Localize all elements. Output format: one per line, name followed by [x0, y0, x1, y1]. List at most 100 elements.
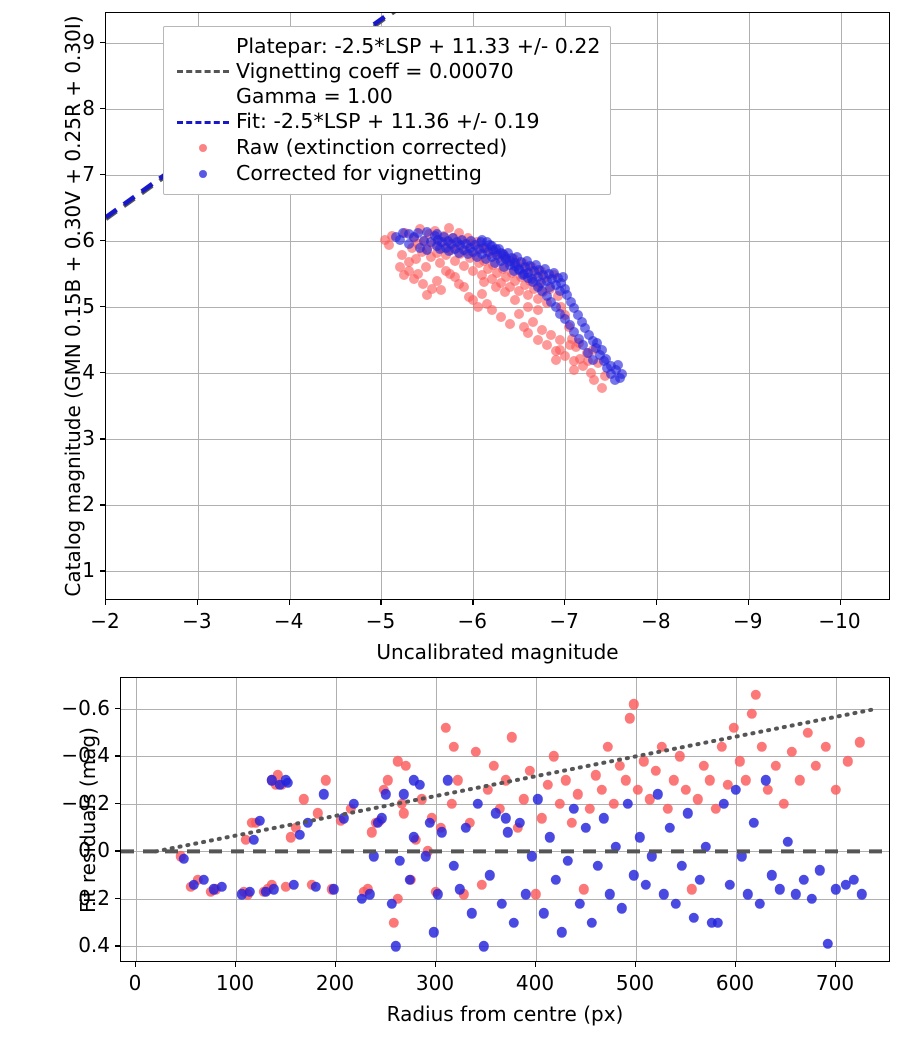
data-point — [482, 298, 493, 309]
y-tick — [100, 239, 105, 242]
data-point — [290, 822, 302, 833]
data-point — [495, 247, 506, 258]
data-point — [436, 827, 448, 838]
data-point — [583, 348, 594, 359]
y-tick-label: 8 — [82, 95, 95, 120]
data-point — [543, 268, 554, 279]
data-point — [468, 265, 479, 276]
data-point — [830, 884, 842, 895]
data-point — [418, 235, 429, 246]
data-point — [484, 869, 496, 881]
data-point — [609, 374, 620, 385]
data-point — [466, 907, 478, 919]
data-point — [413, 268, 424, 279]
data-point — [541, 340, 552, 351]
data-point — [478, 941, 490, 952]
y-tick-label: 0.0 — [78, 838, 110, 863]
data-point — [820, 741, 832, 753]
data-point — [555, 344, 566, 355]
data-point — [294, 829, 306, 840]
data-point — [638, 755, 650, 767]
data-point — [658, 888, 670, 900]
data-point — [674, 751, 686, 762]
data-point — [536, 812, 548, 824]
data-point — [449, 272, 460, 283]
data-point — [523, 328, 534, 339]
data-point — [680, 784, 692, 795]
data-point — [519, 279, 530, 290]
data-point — [634, 831, 646, 843]
grid-line-vertical — [136, 678, 137, 961]
y-tick-label: −0.2 — [61, 790, 110, 815]
data-point — [408, 831, 420, 843]
x-tick — [135, 962, 137, 967]
data-point — [802, 727, 814, 738]
data-point — [569, 356, 580, 367]
x-tick-label: −3 — [182, 609, 212, 633]
y-tick — [115, 755, 120, 757]
data-point — [432, 888, 444, 900]
data-point — [477, 249, 488, 260]
y-tick-label: 1 — [82, 558, 95, 583]
x-tick — [105, 600, 107, 605]
data-point — [542, 779, 554, 791]
data-point — [382, 774, 394, 786]
data-point — [587, 354, 598, 365]
legend-key-fit — [172, 109, 234, 135]
data-point — [415, 242, 425, 253]
data-point — [616, 903, 628, 914]
data-point — [514, 286, 525, 297]
data-point — [417, 278, 428, 289]
legend-entry[interactable]: Fit: -2.5*LSP + 11.36 +/- 0.19 — [172, 109, 600, 135]
data-point — [477, 288, 488, 299]
data-point — [537, 325, 548, 336]
y-tick — [115, 707, 120, 710]
data-point — [523, 302, 534, 312]
legend-entry[interactable]: Platepar: -2.5*LSP + 11.33 +/- 0.22 Vign… — [172, 34, 600, 109]
legend-key-corrected — [172, 161, 234, 187]
data-point — [486, 305, 497, 316]
data-point — [459, 282, 470, 293]
data-point — [521, 255, 532, 266]
legend-entry[interactable]: Raw (extinction corrected) — [172, 135, 600, 161]
data-point — [280, 881, 292, 893]
data-point — [528, 266, 539, 277]
data-point — [449, 255, 460, 266]
data-point — [532, 305, 543, 316]
data-point — [576, 316, 587, 327]
data-point — [380, 789, 392, 800]
data-point — [514, 817, 526, 829]
data-point — [408, 274, 419, 285]
grid-line-vertical — [236, 678, 237, 961]
data-point — [372, 817, 384, 829]
data-point — [573, 333, 584, 344]
x-tick-label: −9 — [732, 609, 763, 633]
data-point — [446, 798, 458, 810]
data-point — [500, 812, 512, 824]
data-point — [492, 267, 503, 278]
data-point — [302, 817, 314, 829]
data-point — [724, 879, 736, 890]
legend-entry[interactable]: Corrected for vignetting — [172, 161, 600, 187]
data-point — [567, 333, 578, 344]
data-point — [538, 907, 550, 919]
data-point — [422, 245, 433, 256]
data-point — [550, 354, 561, 365]
data-point — [556, 302, 567, 312]
data-point — [473, 243, 484, 254]
grid-line-vertical — [656, 13, 658, 599]
data-point — [537, 286, 548, 297]
data-point — [426, 283, 437, 294]
data-point — [422, 290, 433, 301]
data-point — [580, 822, 592, 833]
y-tick — [115, 802, 120, 805]
data-point — [345, 803, 357, 814]
data-point — [398, 789, 410, 800]
y-tick-label: 9 — [82, 29, 95, 54]
data-point — [686, 884, 698, 895]
x-tick-label: 500 — [615, 971, 655, 995]
data-point — [615, 373, 626, 384]
grid-line-horizontal — [106, 505, 889, 507]
x-tick — [235, 962, 237, 967]
y-tick-label: 0.4 — [78, 933, 110, 958]
